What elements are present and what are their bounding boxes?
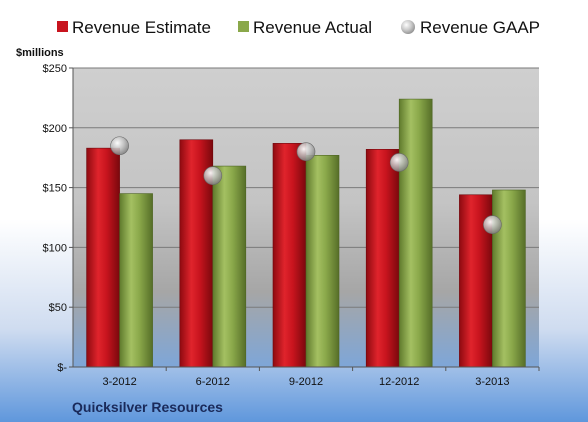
y-tick-label: $50 [49, 302, 67, 314]
gaap-marker [389, 153, 409, 172]
y-tick-label: $100 [43, 242, 67, 254]
company-name: Quicksilver Resources [72, 399, 223, 415]
x-tick-label: 6-2012 [196, 376, 230, 388]
gaap-marker [203, 166, 223, 185]
y-tick-label: $- [57, 362, 67, 374]
legend-swatch-estimate [57, 21, 68, 32]
estimate-bar [365, 149, 400, 368]
actual-bar [119, 193, 153, 368]
estimate-bar [272, 143, 307, 368]
x-tick-label: 3-2012 [102, 376, 136, 388]
legend-item-actual: Revenue Actual [238, 18, 372, 37]
estimate-bar [86, 147, 120, 368]
gaap-marker [483, 215, 502, 234]
x-tick-label: 3-2013 [475, 376, 509, 388]
y-tick-label: $250 [43, 63, 67, 75]
gaap-marker [296, 142, 316, 162]
gaap-marker [110, 136, 129, 156]
legend-marker-gaap [401, 20, 415, 34]
y-tick-label: $200 [43, 123, 67, 135]
actual-bar [398, 98, 433, 368]
legend-item-gaap: Revenue GAAP [401, 18, 540, 37]
legend-label-gaap: Revenue GAAP [420, 18, 540, 37]
y-tick-label: $150 [43, 183, 67, 195]
legend-item-estimate: Revenue Estimate [57, 18, 211, 37]
actual-bar [305, 155, 340, 368]
x-tick-label: 9-2012 [289, 376, 323, 388]
x-tick-label: 12-2012 [379, 376, 419, 388]
bars [86, 98, 526, 368]
legend: Revenue Estimate Revenue Actual Revenue … [57, 18, 540, 37]
axes: $- $50 $100 $150 $200 $250 3-2012 6-2012 9-2012 1… [43, 63, 540, 388]
legend-label-estimate: Revenue Estimate [72, 18, 211, 37]
y-axis-unit-label: $millions [16, 47, 64, 59]
gaap-markers [110, 136, 502, 234]
actual-bar [212, 165, 247, 368]
actual-bar [492, 189, 526, 368]
legend-label-actual: Revenue Actual [253, 18, 372, 37]
legend-swatch-actual [238, 21, 249, 32]
